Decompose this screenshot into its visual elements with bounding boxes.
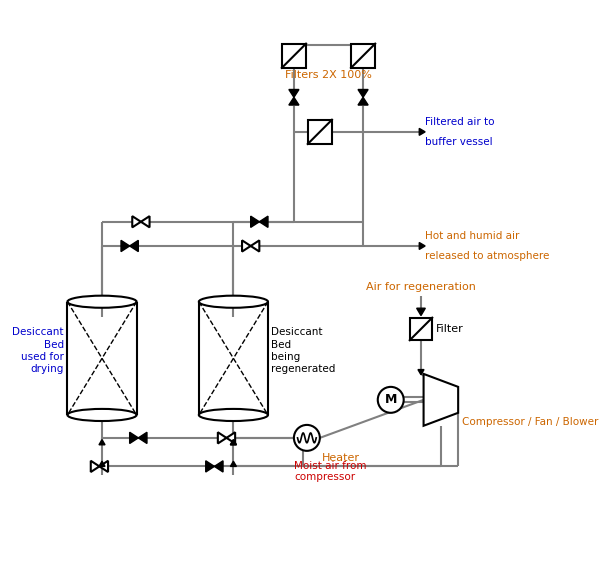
Text: Hot and humid air: Hot and humid air — [425, 231, 520, 241]
Text: being: being — [271, 352, 301, 362]
Polygon shape — [206, 461, 215, 472]
Polygon shape — [121, 240, 130, 252]
Circle shape — [377, 387, 403, 413]
Polygon shape — [289, 90, 299, 97]
Text: Compressor / Fan / Blower: Compressor / Fan / Blower — [462, 417, 598, 427]
Polygon shape — [242, 240, 251, 252]
Polygon shape — [215, 461, 223, 472]
Polygon shape — [417, 308, 425, 316]
Polygon shape — [251, 240, 259, 252]
Polygon shape — [251, 216, 259, 227]
Polygon shape — [423, 374, 458, 426]
Ellipse shape — [199, 409, 268, 421]
Polygon shape — [419, 128, 425, 135]
Text: Desiccant: Desiccant — [13, 327, 64, 337]
Polygon shape — [230, 440, 236, 445]
Polygon shape — [259, 216, 268, 227]
Ellipse shape — [68, 409, 137, 421]
Polygon shape — [141, 216, 150, 227]
Bar — [410, 318, 432, 340]
Polygon shape — [218, 432, 227, 444]
Polygon shape — [130, 240, 138, 252]
Polygon shape — [230, 461, 236, 466]
Polygon shape — [138, 432, 147, 444]
Polygon shape — [230, 440, 236, 445]
Circle shape — [294, 425, 320, 451]
Bar — [308, 120, 332, 144]
Ellipse shape — [199, 296, 268, 308]
Polygon shape — [99, 461, 108, 472]
Text: Air for regeneration: Air for regeneration — [366, 282, 476, 292]
Text: buffer vessel: buffer vessel — [425, 137, 493, 147]
Text: Filtered air to: Filtered air to — [425, 116, 495, 127]
Text: released to atmosphere: released to atmosphere — [425, 251, 550, 261]
Bar — [282, 44, 306, 68]
Polygon shape — [130, 432, 138, 444]
Polygon shape — [289, 97, 299, 105]
Text: Bed: Bed — [271, 340, 292, 349]
Polygon shape — [227, 432, 235, 444]
Polygon shape — [419, 243, 425, 249]
Ellipse shape — [68, 296, 137, 308]
Text: Heater: Heater — [321, 453, 359, 462]
Text: used for: used for — [21, 352, 64, 362]
Text: M: M — [385, 393, 397, 406]
Polygon shape — [358, 90, 368, 97]
Polygon shape — [132, 216, 141, 227]
Polygon shape — [91, 461, 99, 472]
Text: Desiccant: Desiccant — [271, 327, 323, 337]
Text: drying: drying — [31, 364, 64, 374]
Polygon shape — [418, 370, 424, 375]
Polygon shape — [99, 440, 105, 445]
Text: Moist air from: Moist air from — [294, 461, 367, 471]
Bar — [351, 44, 375, 68]
Text: Filters 2X 100%: Filters 2X 100% — [285, 70, 372, 81]
Polygon shape — [358, 97, 368, 105]
Text: Bed: Bed — [44, 340, 64, 349]
Text: regenerated: regenerated — [271, 364, 336, 374]
Text: Filter: Filter — [436, 324, 464, 334]
Polygon shape — [99, 461, 105, 466]
Text: compressor: compressor — [294, 471, 355, 482]
